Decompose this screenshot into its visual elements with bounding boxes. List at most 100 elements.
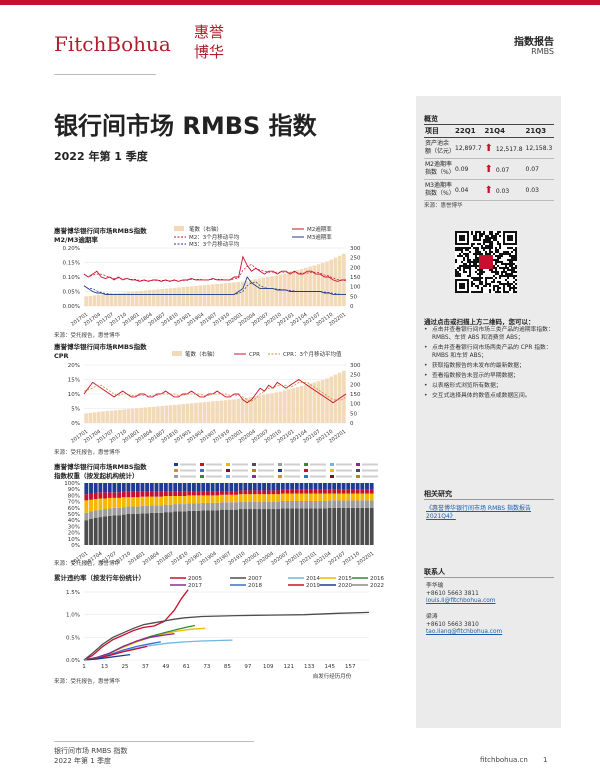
- weight-bar-segment: [266, 483, 271, 491]
- weight-bar-segment: [341, 483, 346, 490]
- weight-bar-segment: [89, 499, 93, 512]
- count-bar: [240, 398, 245, 423]
- legend-label-placeholder: [258, 463, 274, 466]
- list-item: 点击并查看银行间市场两类产品的 CPR 指数：RMBS 和车贷 ABS；: [424, 344, 554, 360]
- count-bar: [274, 392, 279, 423]
- weight-bar-segment: [107, 483, 112, 493]
- weight-bar-segment: [126, 497, 131, 507]
- count-bar: [126, 292, 131, 306]
- chart-source: 来源：受托报告，惠誉博华: [54, 331, 121, 339]
- overview-header: 21Q4: [483, 124, 525, 138]
- list-item: 交互式选择具体的数值点或数据区间。: [424, 392, 554, 400]
- count-bar: [88, 412, 93, 423]
- weight-bar-segment: [257, 483, 262, 491]
- weight-bar-segment: [266, 490, 271, 495]
- y-tick-label: 0.00%: [63, 304, 80, 310]
- legend-swatch: [200, 463, 204, 466]
- legend-swatch: [252, 463, 256, 466]
- count-bar: [257, 395, 262, 423]
- series-cpr-ma-line: [83, 382, 347, 402]
- weight-bar-segment: [210, 495, 215, 503]
- count-bar: [177, 404, 181, 423]
- weight-bar-segment: [93, 483, 98, 493]
- weight-bar-segment: [182, 496, 187, 505]
- weight-bar-segment: [149, 512, 154, 545]
- weight-bar-segment: [351, 483, 355, 490]
- count-bar: [181, 404, 186, 423]
- count-bar: [316, 381, 321, 423]
- weight-bar-segment: [159, 512, 164, 545]
- count-bar: [215, 400, 219, 423]
- weight-bar-segment: [351, 493, 355, 501]
- weight-bar-segment: [252, 501, 257, 510]
- weight-bar-segment: [159, 496, 164, 506]
- weight-bar-segment: [131, 491, 136, 498]
- weight-bar-segment: [360, 507, 365, 545]
- chart-title: 惠誉博华银行间市场RMBS指数: [54, 343, 147, 351]
- weight-bar-segment: [173, 504, 178, 512]
- weight-bar-segment: [84, 512, 89, 521]
- contact-email-link[interactable]: tao.liang@fitchbohua.com: [426, 629, 503, 635]
- weight-bar-segment: [304, 508, 309, 545]
- legend-label: 2022: [370, 583, 384, 589]
- weight-bar-segment: [318, 500, 323, 509]
- up-arrow-icon: ⬆: [484, 184, 493, 196]
- weight-bar-segment: [117, 507, 122, 516]
- x-tick-label: 133: [304, 664, 315, 670]
- weight-bar-segment: [229, 491, 234, 495]
- weight-bar-segment: [271, 490, 276, 495]
- weight-bar-segment: [84, 483, 89, 495]
- weight-bar-segment: [290, 483, 295, 490]
- weight-bar-segment: [135, 491, 140, 498]
- weight-bar-segment: [215, 502, 220, 511]
- count-bar: [130, 408, 135, 423]
- weight-bar-segment: [121, 507, 126, 515]
- weight-bar-segment: [154, 505, 159, 513]
- chart-cpr: 惠誉博华银行间市场RMBS指数 CPR 笔数（右轴） CPR CPR：3个月移动平均值 2…: [54, 343, 384, 459]
- weight-bar-segment: [103, 483, 107, 493]
- weight-bar-segment: [98, 498, 103, 510]
- qr-caption: 通过点击或扫描上方二维码，您可以：: [424, 318, 535, 326]
- logo-seal-line1: 惠誉: [193, 23, 224, 41]
- contact-phone: +8610 5663 3811: [426, 590, 479, 597]
- legend-label-placeholder: [206, 463, 222, 466]
- count-bar: [118, 292, 122, 306]
- count-bar: [113, 293, 118, 306]
- related-research-link[interactable]: 《惠誉博华银行间市场 RMBS 指数报告 2021Q4》: [426, 505, 531, 520]
- legend-swatch: [356, 463, 360, 466]
- weight-bar-segment: [84, 494, 89, 501]
- count-bar: [325, 378, 329, 423]
- weight-bar-segment: [173, 491, 178, 497]
- weight-bar-segment: [93, 492, 98, 500]
- y-tick-label: 50%: [68, 512, 80, 518]
- table-row: M2逾期率指数（%） 0.09 ⬆ 0.07 0.07: [424, 158, 554, 180]
- qr-code-icon[interactable]: [455, 231, 517, 293]
- footer-left: 银行间市场 RMBS 指数 2022 年第 1 季度: [54, 746, 127, 766]
- weight-bar-segment: [318, 508, 323, 545]
- y-tick-label: 1.5%: [66, 590, 80, 596]
- y-tick-label: 70%: [68, 500, 80, 506]
- x-tick-label: 61: [183, 664, 190, 670]
- weight-bar-segment: [346, 500, 351, 508]
- legend-swatch: [200, 475, 204, 478]
- count-bar: [168, 288, 173, 306]
- logo-wordmark: FitchBohua: [54, 32, 171, 56]
- count-bar: [249, 397, 253, 423]
- count-bar: [185, 286, 190, 306]
- weight-bar-segment: [252, 483, 257, 491]
- count-bar: [232, 399, 236, 423]
- legend-swatch: [226, 475, 230, 478]
- contact-email-link[interactable]: louis.li@fitchbohua.com: [426, 598, 496, 604]
- weight-bar-segment: [351, 500, 355, 508]
- y-tick-label: 0.5%: [66, 635, 80, 641]
- weight-bar-segment: [248, 509, 252, 545]
- count-bar: [160, 405, 164, 423]
- count-bar: [244, 280, 249, 306]
- weight-bar-segment: [243, 509, 248, 545]
- weight-bar-segment: [145, 505, 150, 514]
- legend-label-placeholder: [310, 469, 326, 472]
- weight-bar-segment: [360, 500, 365, 508]
- weight-bar-segment: [224, 509, 229, 545]
- weight-bar-segment: [126, 506, 131, 514]
